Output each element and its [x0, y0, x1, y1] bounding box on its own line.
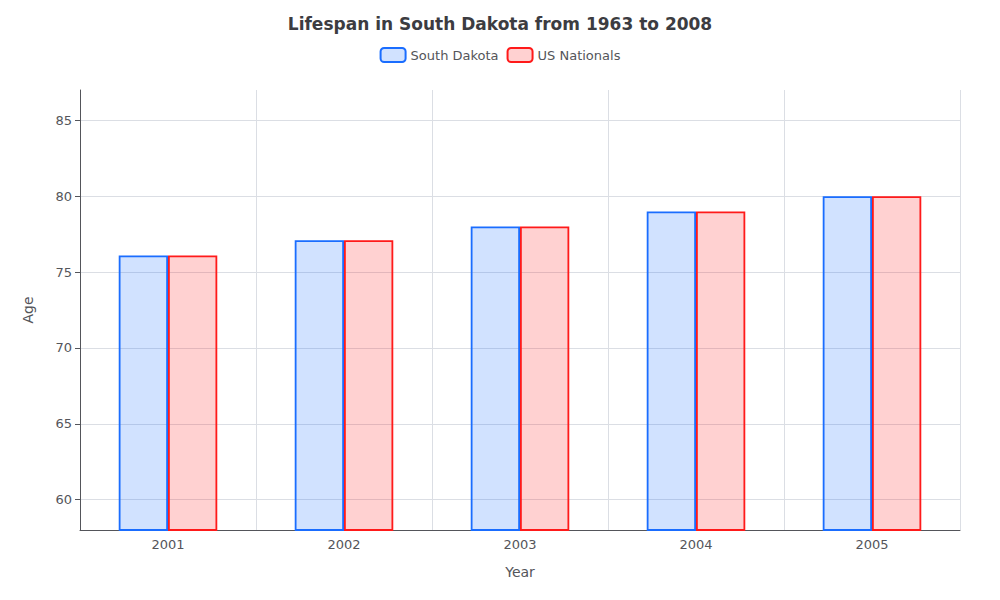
svg-text:60: 60 — [55, 492, 72, 507]
svg-text:2001: 2001 — [151, 537, 184, 552]
svg-text:2004: 2004 — [679, 537, 712, 552]
svg-text:Age: Age — [20, 296, 36, 323]
svg-text:2005: 2005 — [855, 537, 888, 552]
svg-text:65: 65 — [55, 416, 72, 431]
svg-text:2003: 2003 — [503, 537, 536, 552]
svg-text:Lifespan in South Dakota from: Lifespan in South Dakota from 1963 to 20… — [288, 14, 712, 34]
svg-text:US Nationals: US Nationals — [538, 48, 621, 63]
svg-text:Year: Year — [504, 564, 535, 580]
svg-text:75: 75 — [55, 265, 72, 280]
svg-text:2002: 2002 — [327, 537, 360, 552]
svg-text:85: 85 — [55, 113, 72, 128]
svg-text:80: 80 — [55, 189, 72, 204]
svg-text:South Dakota: South Dakota — [411, 48, 499, 63]
svg-text:70: 70 — [55, 340, 72, 355]
